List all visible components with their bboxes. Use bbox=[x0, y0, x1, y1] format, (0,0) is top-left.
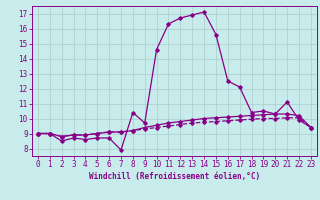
X-axis label: Windchill (Refroidissement éolien,°C): Windchill (Refroidissement éolien,°C) bbox=[89, 172, 260, 181]
